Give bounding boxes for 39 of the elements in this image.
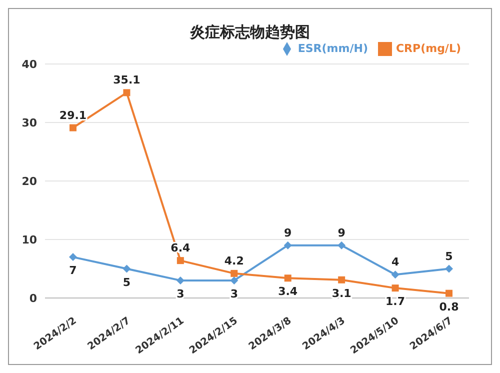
- point: [391, 270, 400, 279]
- y-tick-label: 30: [22, 116, 38, 130]
- point: [176, 276, 184, 284]
- data-label: 9: [338, 226, 346, 240]
- point: [230, 276, 238, 284]
- y-tick-label: 0: [29, 292, 38, 305]
- point: [392, 284, 399, 292]
- point: [123, 89, 130, 96]
- point: [284, 274, 292, 282]
- point: [284, 241, 292, 250]
- point: [338, 241, 346, 250]
- chart-title: 炎症标志物趋势图: [188, 23, 311, 42]
- y-tick-label: 10: [22, 233, 38, 246]
- point: [446, 290, 452, 297]
- data-label: 1.7: [386, 295, 406, 308]
- point: [230, 270, 238, 277]
- point: [176, 257, 184, 264]
- legend-label: CRP(mg/L): [396, 42, 461, 56]
- data-label: 4.2: [224, 254, 244, 268]
- data-label: 0.8: [439, 300, 459, 314]
- point: [70, 124, 76, 132]
- data-label: 3: [230, 287, 238, 300]
- data-label: 3.4: [278, 285, 298, 298]
- y-tick-label: 20: [22, 174, 38, 188]
- data-label: 9: [284, 226, 292, 240]
- data-label: 3.1: [332, 286, 352, 300]
- data-label: 29.1: [59, 108, 87, 122]
- point: [122, 264, 131, 273]
- y-tick-label: 40: [22, 58, 38, 71]
- data-label: 3: [176, 287, 184, 300]
- legend-label: ESR(mm/H): [298, 42, 368, 56]
- data-label: 4: [391, 256, 400, 269]
- data-label: 5: [122, 276, 131, 289]
- point: [69, 253, 77, 262]
- data-label: 7: [69, 264, 77, 278]
- data-label: 5: [445, 250, 453, 263]
- point: [445, 264, 453, 273]
- data-label: 35.1: [113, 74, 140, 87]
- point: [338, 276, 346, 284]
